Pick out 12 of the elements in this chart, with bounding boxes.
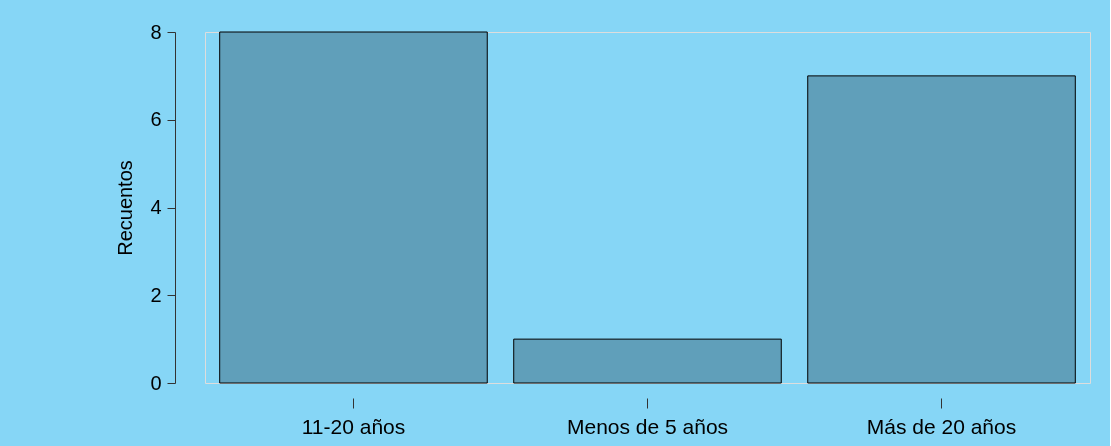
bar xyxy=(807,75,1076,384)
y-tick-label: 2 xyxy=(150,283,162,306)
y-tick-label: 0 xyxy=(150,371,162,394)
y-tick-label: 8 xyxy=(150,20,162,43)
bar xyxy=(219,31,488,384)
x-tick-label: 11-20 años xyxy=(301,414,406,438)
bar xyxy=(513,338,782,384)
x-tick-label: Más de 20 años xyxy=(866,414,1017,438)
y-tick-label: 4 xyxy=(150,196,162,218)
y-tick-label: 6 xyxy=(150,108,162,131)
y-axis-title: Recuentos xyxy=(114,160,137,256)
x-tick-label: Menos de 5 años xyxy=(566,414,729,438)
